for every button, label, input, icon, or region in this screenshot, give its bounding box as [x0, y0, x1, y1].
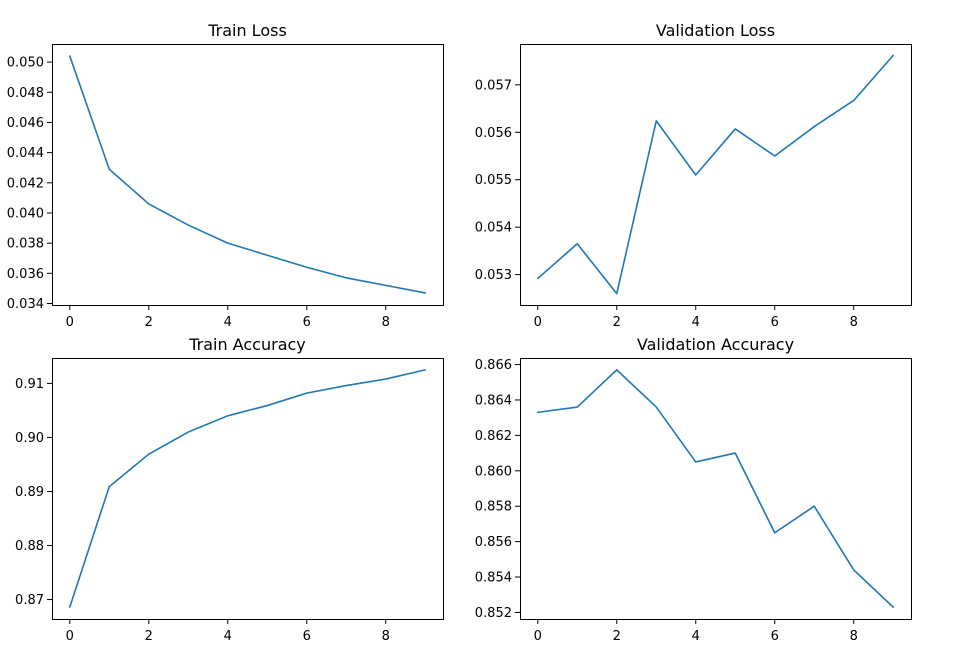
train-accuracy-series-line — [68, 369, 427, 608]
train-accuracy-y-tick-label: 0.88 — [15, 539, 44, 554]
train-accuracy-y-tick-label: 0.89 — [15, 485, 44, 500]
validation-accuracy-y-tick-label: 0.866 — [475, 358, 512, 373]
train-accuracy-x-tick-label: 8 — [382, 629, 390, 644]
validation-loss-y-tick-label: 0.057 — [475, 78, 512, 93]
validation-accuracy-x-tick-label: 4 — [692, 629, 700, 644]
train-loss-chart: Train Loss 0 2 4 6 8 0.034 0.036 0.038 0.040 0.042… — [7, 21, 444, 330]
train-loss-axes-frame — [52, 44, 444, 306]
train-loss-x-tick-label: 0 — [66, 315, 74, 330]
train-loss-series-line — [68, 55, 427, 294]
train-accuracy-y-tick-label: 0.90 — [15, 431, 44, 446]
train-accuracy-y-tick-label: 0.87 — [15, 593, 44, 608]
train-loss-y-tick-label: 0.046 — [7, 116, 44, 131]
train-loss-y-tick-label: 0.040 — [7, 206, 44, 221]
train-accuracy-x-tick-label: 0 — [66, 629, 74, 644]
train-accuracy-axes-frame — [52, 358, 444, 620]
train-loss-title: Train Loss — [207, 21, 287, 40]
train-loss-x-tick-label: 6 — [303, 315, 311, 330]
train-loss-y-tick-label: 0.042 — [7, 176, 44, 191]
validation-accuracy-y-tick-label: 0.862 — [475, 429, 512, 444]
validation-accuracy-y-tick-label: 0.854 — [475, 571, 512, 586]
validation-accuracy-title: Validation Accuracy — [637, 335, 794, 354]
train-loss-y-tick-label: 0.048 — [7, 86, 44, 101]
validation-loss-series-line — [536, 54, 895, 295]
validation-loss-x-tick-label: 6 — [771, 315, 779, 330]
validation-loss-y-tick-label: 0.056 — [475, 126, 512, 141]
validation-accuracy-y-tick-label: 0.864 — [475, 393, 512, 408]
validation-loss-chart: Validation Loss 0 2 4 6 8 0.053 0.054 0.055 0.056… — [475, 21, 912, 330]
validation-accuracy-series-line — [536, 369, 895, 608]
train-accuracy-x-tick-label: 6 — [303, 629, 311, 644]
train-loss-y-tick-label: 0.038 — [7, 237, 44, 252]
validation-loss-x-tick-label: 8 — [850, 315, 858, 330]
train-loss-x-tick-label: 4 — [224, 315, 232, 330]
validation-loss-x-tick-label: 0 — [534, 315, 542, 330]
train-accuracy-y-tick-label: 0.91 — [15, 377, 44, 392]
validation-loss-x-tick-label: 2 — [613, 315, 621, 330]
validation-loss-x-tick-label: 4 — [692, 315, 700, 330]
train-loss-x-tick-label: 8 — [382, 315, 390, 330]
validation-loss-y-tick-label: 0.055 — [475, 173, 512, 188]
train-loss-y-tick-label: 0.034 — [7, 297, 44, 312]
train-accuracy-chart: Train Accuracy 0 2 4 6 8 0.87 0.88 0.89 0.90 0.91 — [15, 335, 444, 644]
validation-loss-y-tick-label: 0.054 — [475, 221, 512, 236]
train-loss-y-tick-label: 0.050 — [7, 56, 44, 71]
validation-accuracy-x-tick-label: 6 — [771, 629, 779, 644]
train-accuracy-x-tick-label: 4 — [224, 629, 232, 644]
validation-accuracy-x-tick-label: 0 — [534, 629, 542, 644]
validation-accuracy-y-tick-label: 0.852 — [475, 606, 512, 621]
train-accuracy-title: Train Accuracy — [188, 335, 306, 354]
validation-loss-y-tick-label: 0.053 — [475, 268, 512, 283]
validation-accuracy-y-tick-label: 0.860 — [475, 464, 512, 479]
validation-loss-axes-frame — [520, 44, 912, 306]
train-loss-y-tick-label: 0.036 — [7, 267, 44, 282]
validation-accuracy-x-tick-label: 8 — [850, 629, 858, 644]
validation-accuracy-x-tick-label: 2 — [613, 629, 621, 644]
validation-loss-title: Validation Loss — [656, 21, 775, 40]
train-accuracy-x-tick-label: 2 — [145, 629, 153, 644]
validation-accuracy-y-tick-label: 0.856 — [475, 535, 512, 550]
train-loss-x-tick-label: 2 — [145, 315, 153, 330]
train-loss-y-tick-label: 0.044 — [7, 146, 44, 161]
validation-accuracy-chart: Validation Accuracy 0 2 4 6 8 0.852 0.854 0.856 0… — [475, 335, 912, 644]
validation-accuracy-axes-frame — [520, 358, 912, 620]
validation-accuracy-y-tick-label: 0.858 — [475, 500, 512, 515]
